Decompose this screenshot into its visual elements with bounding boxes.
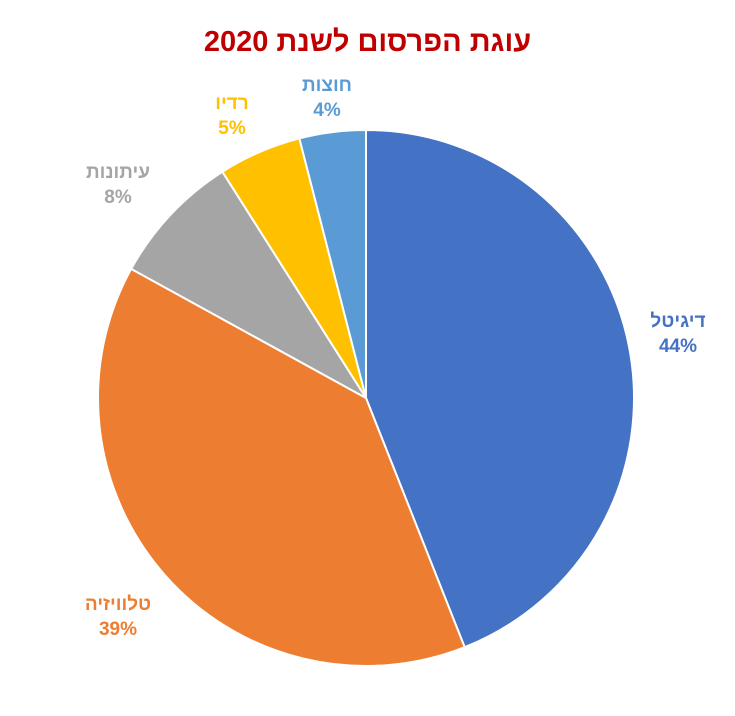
pie-slice-2	[97, 267, 466, 667]
slice-name-label-5: חוצות	[302, 75, 352, 96]
chart-title: עוגת הפרסום לשנת 2020	[203, 26, 532, 58]
slice-percent-label-5: 4%	[313, 100, 341, 121]
slice-percent-label-4: 5%	[218, 118, 246, 139]
slice-name-label-4: רדיו	[215, 93, 248, 114]
slice-percent-label-1: 44%	[659, 336, 697, 357]
slice-name-label-1: דיגיטל	[650, 311, 705, 332]
pie-slice-1	[365, 128, 635, 649]
slice-name-label-3: עיתונות	[86, 162, 150, 183]
slice-percent-label-2: 39%	[99, 619, 137, 640]
slice-name-label-2: טלוויזיה	[85, 594, 151, 615]
slice-percent-label-3: 8%	[104, 187, 132, 208]
pie-slice-5	[298, 128, 367, 399]
pie-slice-3	[129, 170, 367, 399]
